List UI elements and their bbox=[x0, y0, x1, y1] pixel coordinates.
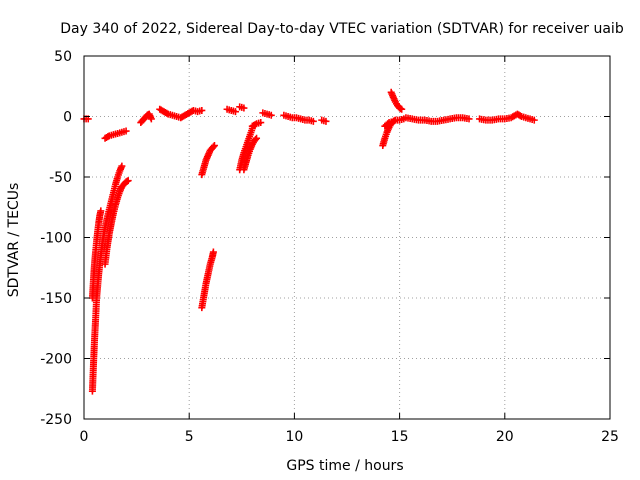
x-axis-label: GPS time / hours bbox=[286, 458, 403, 474]
y-tick-label: 0 bbox=[63, 110, 72, 126]
data-point bbox=[122, 127, 130, 135]
data-point bbox=[124, 177, 132, 185]
data-point bbox=[309, 117, 317, 125]
data-point bbox=[398, 105, 406, 113]
data-point bbox=[118, 162, 126, 170]
y-tick-label: -100 bbox=[40, 231, 72, 247]
data-point bbox=[389, 117, 397, 125]
y-tick-label: -250 bbox=[40, 412, 72, 428]
y-tick-label: 50 bbox=[54, 49, 72, 65]
data-point bbox=[267, 111, 275, 119]
data-point bbox=[251, 135, 259, 143]
y-tick-label: -50 bbox=[49, 170, 72, 186]
data-point bbox=[163, 109, 171, 117]
y-axis-label: SDTVAR / TECUs bbox=[6, 183, 22, 298]
data-points bbox=[80, 88, 538, 395]
data-point bbox=[240, 104, 248, 112]
data-point bbox=[251, 121, 259, 129]
x-tick-label: 5 bbox=[185, 429, 194, 445]
axis-ticks: 0 5 10 15 20 25 50 0 -50 -100 -150 -200 -250 bbox=[40, 49, 619, 445]
y-tick-label: -200 bbox=[40, 352, 72, 368]
data-point bbox=[198, 106, 206, 114]
data-point bbox=[97, 207, 105, 215]
data-point bbox=[209, 248, 217, 256]
data-point bbox=[516, 112, 524, 120]
x-tick-label: 20 bbox=[496, 429, 514, 445]
data-point bbox=[530, 116, 538, 124]
x-tick-label: 0 bbox=[80, 429, 89, 445]
data-point bbox=[210, 142, 218, 150]
data-point bbox=[465, 115, 473, 123]
chart-title: Day 340 of 2022, Sidereal Day-to-day VTE… bbox=[60, 21, 624, 37]
data-point bbox=[253, 134, 261, 142]
data-point bbox=[209, 143, 217, 151]
data-point bbox=[257, 119, 265, 127]
x-tick-label: 10 bbox=[285, 429, 303, 445]
data-point bbox=[384, 120, 392, 128]
x-tick-label: 15 bbox=[391, 429, 409, 445]
data-point bbox=[322, 117, 330, 125]
x-tick-label: 25 bbox=[601, 429, 619, 445]
data-point bbox=[231, 108, 239, 116]
data-point bbox=[147, 115, 155, 123]
data-point bbox=[104, 133, 112, 141]
y-tick-label: -150 bbox=[40, 291, 72, 307]
